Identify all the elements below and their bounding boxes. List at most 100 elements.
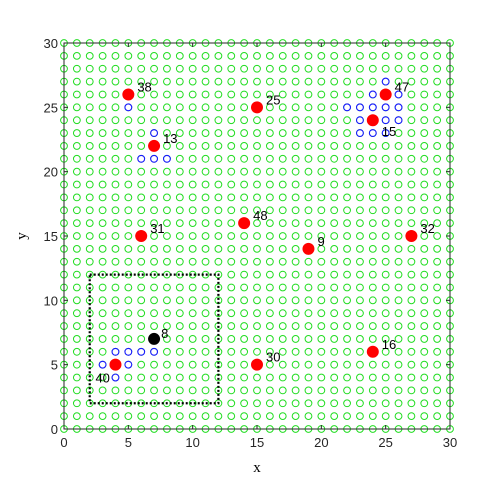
grid-point (253, 322, 261, 330)
grid-point (188, 51, 197, 60)
grid-point (291, 373, 300, 382)
grid-point (85, 64, 94, 73)
grid-point (381, 219, 390, 228)
grid-point (407, 142, 416, 150)
grid-point (317, 77, 326, 86)
grid-point (253, 77, 261, 86)
grid-point (304, 322, 313, 330)
grid-point (72, 64, 81, 73)
grid-point (85, 129, 94, 137)
grid-point (278, 116, 287, 125)
grid-point (214, 51, 223, 60)
grid-point (85, 232, 94, 240)
grid-point (343, 142, 351, 150)
grid-point (150, 116, 158, 125)
grid-point (317, 103, 326, 112)
grid-point (356, 347, 364, 356)
grid-point (265, 232, 274, 240)
grid-point (420, 103, 429, 112)
grid-point (407, 193, 416, 202)
grid-point (98, 386, 107, 395)
grid-points-layer (60, 39, 454, 433)
grid-point (111, 257, 120, 266)
grid-point (72, 142, 81, 150)
grid-point (150, 90, 158, 99)
blue-point (150, 154, 159, 163)
grid-point (356, 399, 364, 408)
grid-point (278, 206, 287, 215)
grid-point (343, 64, 351, 73)
grid-point (188, 360, 197, 369)
grid-point (188, 412, 197, 421)
grid-point (214, 412, 223, 421)
grid-point (175, 322, 184, 330)
grid-point (163, 193, 171, 202)
grid-point (188, 232, 197, 240)
grid-point (317, 373, 326, 382)
grid-point (356, 270, 364, 279)
grid-point (394, 270, 403, 279)
grid-point (124, 154, 133, 163)
grid-point (188, 373, 197, 382)
grid-point (330, 244, 339, 253)
grid-point (240, 64, 249, 73)
labeled-point (251, 358, 263, 371)
grid-point (356, 257, 364, 266)
grid-point (420, 219, 429, 228)
grid-point (304, 77, 313, 86)
grid-point (253, 347, 261, 356)
grid-point (330, 167, 339, 176)
grid-point (265, 257, 274, 266)
grid-point (150, 51, 158, 60)
grid-point (150, 77, 158, 86)
grid-point (265, 51, 274, 60)
grid-point (356, 296, 364, 305)
grid-point (394, 360, 403, 369)
grid-point (111, 51, 120, 60)
grid-point (278, 373, 287, 382)
grid-point (278, 180, 287, 189)
grid-point (72, 206, 81, 215)
grid-point (137, 257, 146, 266)
grid-point (317, 360, 326, 369)
grid-point (253, 257, 261, 266)
grid-point (111, 129, 120, 137)
grid-point (201, 193, 210, 202)
grid-point (111, 244, 120, 253)
point-label: 30 (266, 350, 280, 365)
grid-point (214, 232, 223, 240)
grid-point (433, 309, 442, 318)
grid-point (420, 270, 429, 279)
grid-point (317, 180, 326, 189)
grid-point (137, 51, 146, 60)
y-tick-label: 15 (44, 229, 58, 244)
grid-point (137, 142, 146, 150)
grid-point (317, 296, 326, 305)
grid-point (420, 399, 429, 408)
grid-point (343, 51, 351, 60)
grid-point (188, 129, 197, 137)
grid-point (394, 283, 403, 292)
grid-point (240, 206, 249, 215)
grid-point (356, 335, 364, 343)
grid-point (394, 193, 403, 202)
grid-point (98, 90, 107, 99)
grid-point (278, 335, 287, 343)
grid-point (265, 399, 274, 408)
grid-point (433, 51, 442, 60)
grid-point (253, 154, 261, 163)
point-label: 31 (150, 221, 164, 236)
grid-point (240, 373, 249, 382)
grid-point (214, 244, 223, 253)
grid-point (433, 77, 442, 86)
grid-point (291, 244, 300, 253)
grid-point (175, 90, 184, 99)
grid-point (163, 309, 171, 318)
grid-point (356, 232, 364, 240)
grid-point (98, 322, 107, 330)
grid-point (420, 180, 429, 189)
grid-point (407, 257, 416, 266)
grid-point (98, 309, 107, 318)
grid-point (214, 180, 223, 189)
grid-point (188, 167, 197, 176)
